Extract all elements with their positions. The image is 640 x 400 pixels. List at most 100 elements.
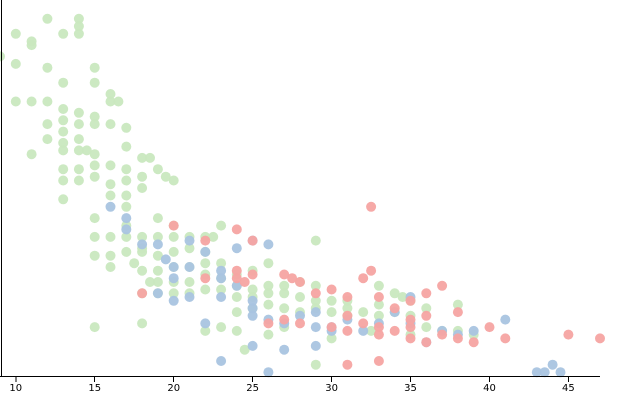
- data-point: [468, 325, 479, 336]
- data-point: [208, 231, 219, 242]
- data-point: [263, 280, 274, 291]
- data-point: [58, 137, 69, 148]
- data-point: [200, 318, 211, 329]
- data-point: [358, 325, 369, 336]
- x-tick-label: 30: [325, 383, 338, 394]
- data-point: [105, 179, 116, 190]
- data-point: [152, 164, 163, 175]
- data-point: [73, 145, 84, 156]
- data-point: [89, 160, 100, 171]
- data-point: [121, 231, 132, 242]
- data-point: [184, 262, 195, 272]
- data-point: [500, 333, 511, 344]
- data-point: [263, 329, 274, 340]
- x-tick-label: 45: [562, 383, 575, 394]
- data-point: [216, 273, 227, 284]
- data-point: [105, 190, 116, 201]
- data-point: [326, 295, 337, 306]
- data-point: [326, 307, 337, 318]
- data-point: [216, 220, 227, 231]
- data-point: [89, 213, 100, 224]
- data-point: [10, 28, 21, 39]
- data-point: [342, 292, 353, 302]
- data-point: [358, 307, 369, 318]
- data-point: [500, 314, 511, 325]
- data-point: [121, 213, 132, 224]
- data-point: [231, 307, 242, 318]
- data-point: [295, 310, 305, 321]
- data-point: [239, 344, 250, 355]
- data-point: [366, 201, 377, 212]
- data-point: [137, 231, 148, 242]
- data-point: [373, 356, 384, 366]
- data-point: [89, 171, 100, 182]
- data-point: [73, 134, 84, 145]
- data-point: [342, 325, 353, 336]
- data-point: [89, 119, 100, 130]
- data-point: [247, 284, 258, 295]
- data-point: [105, 160, 116, 171]
- data-point: [58, 126, 69, 137]
- data-point: [373, 280, 384, 291]
- data-point: [310, 307, 321, 318]
- data-point: [137, 288, 148, 299]
- data-point: [89, 250, 100, 261]
- data-point: [310, 288, 321, 299]
- data-point: [89, 62, 100, 73]
- data-point: [389, 303, 400, 314]
- data-point: [310, 322, 321, 333]
- data-point: [342, 310, 353, 321]
- data-point: [531, 367, 542, 378]
- data-point: [184, 235, 195, 246]
- data-point: [231, 292, 242, 302]
- data-point: [81, 145, 92, 156]
- data-point: [484, 322, 495, 333]
- data-point: [263, 288, 274, 299]
- data-point: [397, 292, 408, 302]
- data-point: [58, 28, 69, 39]
- data-point: [105, 262, 116, 272]
- data-point: [539, 367, 550, 378]
- data-point: [231, 224, 242, 235]
- data-point: [184, 292, 195, 302]
- x-tick-label: 25: [246, 383, 259, 394]
- data-point: [279, 280, 290, 291]
- data-point: [137, 239, 148, 250]
- data-point: [216, 356, 227, 366]
- x-tick-label: 20: [167, 383, 180, 394]
- data-point: [405, 314, 416, 325]
- data-point: [216, 265, 227, 276]
- data-point: [137, 318, 148, 329]
- data-point: [555, 367, 566, 378]
- data-point: [247, 295, 258, 306]
- data-point: [366, 265, 377, 276]
- data-point: [145, 277, 155, 287]
- data-point: [121, 190, 132, 201]
- data-point: [89, 231, 100, 242]
- data-point: [121, 122, 132, 133]
- data-point: [105, 119, 116, 130]
- data-point: [89, 149, 100, 160]
- data-point: [421, 310, 432, 321]
- data-point: [121, 224, 132, 235]
- data-point: [405, 322, 416, 333]
- data-point: [168, 220, 179, 231]
- data-point: [279, 269, 290, 280]
- data-point: [216, 258, 227, 269]
- data-point: [295, 277, 305, 287]
- data-point: [295, 318, 305, 329]
- data-point: [0, 51, 5, 62]
- data-point: [73, 107, 84, 118]
- data-point: [373, 299, 384, 310]
- data-point: [168, 262, 179, 272]
- data-point: [279, 314, 290, 325]
- data-point: [89, 111, 100, 122]
- data-point: [295, 292, 305, 302]
- data-point: [421, 322, 432, 333]
- data-point: [421, 288, 432, 299]
- data-point: [184, 277, 195, 287]
- data-point: [326, 284, 337, 295]
- data-point: [168, 231, 179, 242]
- data-point: [366, 325, 377, 336]
- data-point: [58, 164, 69, 175]
